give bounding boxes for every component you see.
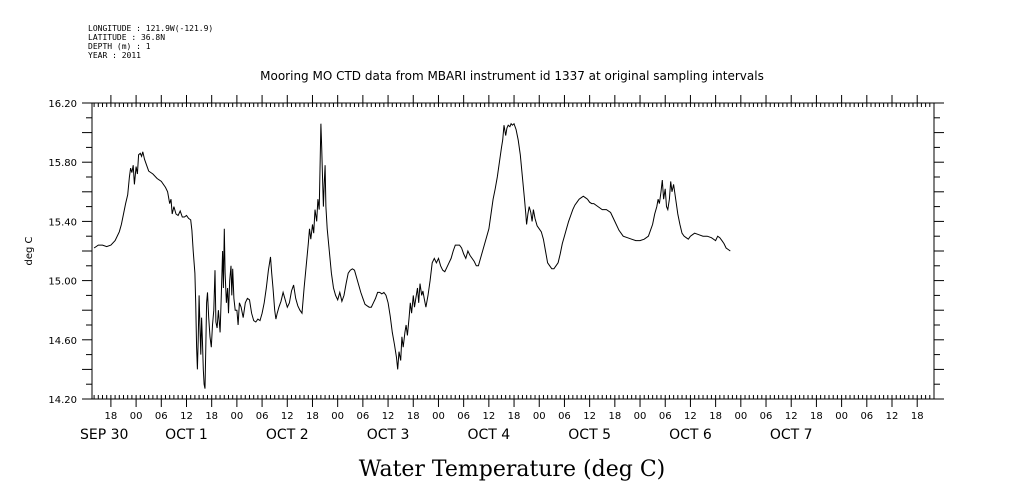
minor-ticks	[93, 103, 935, 399]
date-label: OCT 3	[367, 427, 410, 443]
depth-label: DEPTH (m) : 1	[88, 42, 151, 51]
y-axis: 14.20 14.60 15.00 15.40 15.80 16.20	[48, 99, 944, 406]
x-tick-label: 18	[810, 411, 823, 422]
latitude-label: LATITUDE : 36.8N	[88, 33, 165, 42]
longitude-label: LONGITUDE : 121.9W(-121.9)	[88, 24, 213, 33]
x-tick-label: 00	[331, 411, 344, 422]
x-tick-label: 12	[482, 411, 495, 422]
x-tick-label: 12	[785, 411, 798, 422]
x-tick-label: 18	[105, 411, 118, 422]
x-tick-label: 12	[886, 411, 899, 422]
x-tick-label: 06	[860, 411, 873, 422]
x-tick-label: 00	[634, 411, 647, 422]
date-axis: SEP 30 OCT 1 OCT 2 OCT 3 OCT 4 OCT 5 OCT 6 OCT …	[80, 427, 813, 443]
y-tick-label: 15.80	[48, 158, 77, 169]
date-label: OCT 6	[669, 427, 712, 443]
y-tick-label: 14.60	[48, 336, 77, 347]
x-tick-label: 00	[734, 411, 747, 422]
x-tick-label: 06	[760, 411, 773, 422]
x-tick-label: 06	[256, 411, 269, 422]
x-tick-label: 18	[911, 411, 924, 422]
x-tick-label: 06	[357, 411, 370, 422]
x-tick-label: 06	[558, 411, 571, 422]
y-tick-label: 14.20	[48, 395, 77, 406]
x-tick-label: 00	[130, 411, 143, 422]
x-tick-label: 18	[709, 411, 722, 422]
x-axis: 18 00 06 12 18 00 06 12 18 00 06 12 18 00 06 12 18 00 06 12…	[105, 95, 924, 422]
x-tick-label: 12	[583, 411, 596, 422]
x-tick-label: 00	[835, 411, 848, 422]
date-label: OCT 5	[568, 427, 611, 443]
year-label: YEAR : 2011	[88, 51, 141, 60]
x-tick-label: 00	[231, 411, 244, 422]
x-tick-label: 06	[457, 411, 470, 422]
x-tick-label: 12	[180, 411, 193, 422]
x-tick-label: 18	[306, 411, 319, 422]
x-tick-label: 12	[382, 411, 395, 422]
y-tick-label: 15.40	[48, 217, 77, 228]
y-tick-label: 16.20	[48, 99, 77, 110]
x-tick-label: 18	[508, 411, 521, 422]
x-tick-label: 06	[155, 411, 168, 422]
y-tick-label: 15.00	[48, 277, 77, 288]
x-axis-label: Water Temperature (deg C)	[359, 457, 666, 482]
date-label: OCT 2	[266, 427, 309, 443]
x-tick-label: 12	[281, 411, 294, 422]
date-label: OCT 4	[467, 427, 510, 443]
x-tick-label: 06	[659, 411, 672, 422]
x-tick-label: 12	[684, 411, 697, 422]
plot-frame	[91, 102, 935, 400]
chart-title: Mooring MO CTD data from MBARI instrumen…	[260, 69, 764, 83]
x-tick-label: 18	[205, 411, 218, 422]
date-label: OCT 7	[770, 427, 813, 443]
temperature-series-line	[93, 122, 731, 389]
x-tick-label: 00	[533, 411, 546, 422]
date-label: SEP 30	[80, 427, 128, 443]
x-tick-label: 18	[608, 411, 621, 422]
y-axis-label: deg C	[24, 236, 35, 265]
x-tick-label: 18	[407, 411, 420, 422]
date-label: OCT 1	[165, 427, 208, 443]
x-tick-label: 00	[432, 411, 445, 422]
